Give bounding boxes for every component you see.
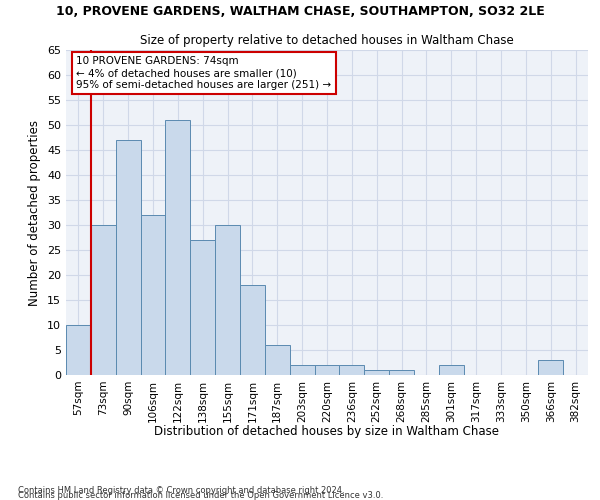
Bar [538,360,563,375]
Bar [265,345,290,375]
Title: Size of property relative to detached houses in Waltham Chase: Size of property relative to detached ho… [140,34,514,48]
Text: Contains HM Land Registry data © Crown copyright and database right 2024.: Contains HM Land Registry data © Crown c… [18,486,344,495]
Bar [66,325,91,375]
Bar [389,370,414,375]
Bar [240,285,265,375]
Bar [140,215,166,375]
Text: 10 PROVENE GARDENS: 74sqm
← 4% of detached houses are smaller (10)
95% of semi-d: 10 PROVENE GARDENS: 74sqm ← 4% of detach… [76,56,332,90]
Bar [91,225,116,375]
Bar [364,370,389,375]
Bar [215,225,240,375]
Bar [314,365,340,375]
Y-axis label: Number of detached properties: Number of detached properties [28,120,41,306]
Bar [116,140,140,375]
Text: 10, PROVENE GARDENS, WALTHAM CHASE, SOUTHAMPTON, SO32 2LE: 10, PROVENE GARDENS, WALTHAM CHASE, SOUT… [56,5,544,18]
X-axis label: Distribution of detached houses by size in Waltham Chase: Distribution of detached houses by size … [155,425,499,438]
Bar [290,365,314,375]
Bar [340,365,364,375]
Bar [166,120,190,375]
Bar [439,365,464,375]
Text: Contains public sector information licensed under the Open Government Licence v3: Contains public sector information licen… [18,491,383,500]
Bar [190,240,215,375]
